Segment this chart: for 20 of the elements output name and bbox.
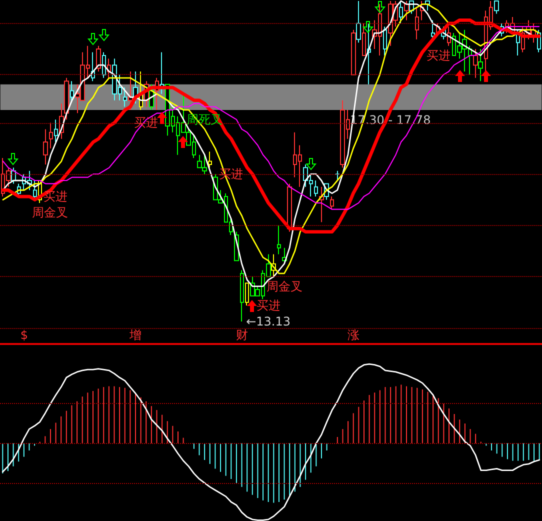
- candlestick: [287, 183, 292, 232]
- annotation: 买进: [426, 48, 451, 62]
- x-tick-label: $: [20, 328, 28, 342]
- annotation: 周金叉: [266, 279, 302, 294]
- candlestick: [277, 224, 281, 255]
- x-tick-label: 财: [236, 328, 248, 342]
- annotation: 买进: [44, 190, 68, 204]
- candlestick: [431, 20, 435, 40]
- candlestick: [425, 0, 430, 12]
- x-tick-label: 涨: [347, 328, 360, 342]
- candlestick: [208, 151, 212, 168]
- candlestick: [43, 128, 48, 165]
- annotation: 周金叉: [32, 206, 68, 220]
- candlestick: [330, 196, 334, 210]
- annotation: 买进: [256, 298, 280, 313]
- candlestick: [314, 180, 318, 198]
- x-tick-label: 增: [128, 328, 142, 342]
- candlestick: [335, 170, 340, 181]
- annotation: ←13.13: [246, 314, 291, 329]
- candlestick: [415, 6, 419, 40]
